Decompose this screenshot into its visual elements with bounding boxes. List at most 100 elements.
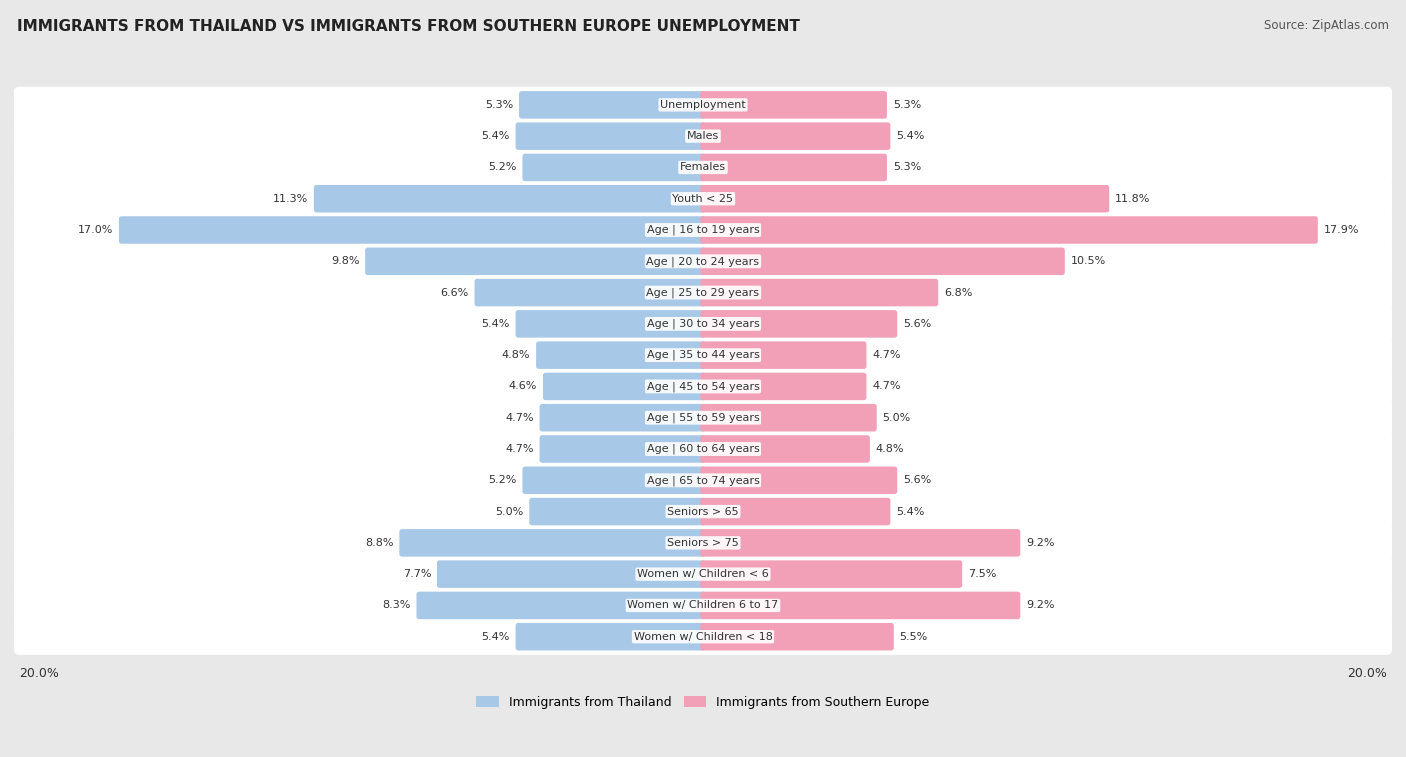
FancyBboxPatch shape (14, 243, 1392, 279)
FancyBboxPatch shape (14, 181, 1392, 217)
FancyBboxPatch shape (14, 369, 1392, 404)
Legend: Immigrants from Thailand, Immigrants from Southern Europe: Immigrants from Thailand, Immigrants fro… (471, 690, 935, 714)
Text: Females: Females (681, 163, 725, 173)
Text: 20.0%: 20.0% (1347, 668, 1386, 681)
FancyBboxPatch shape (536, 341, 706, 369)
FancyBboxPatch shape (700, 404, 877, 431)
Text: 5.4%: 5.4% (896, 506, 925, 516)
FancyBboxPatch shape (700, 123, 890, 150)
FancyBboxPatch shape (700, 185, 1109, 213)
Text: Age | 60 to 64 years: Age | 60 to 64 years (647, 444, 759, 454)
Text: 4.7%: 4.7% (872, 350, 901, 360)
Text: 8.3%: 8.3% (382, 600, 411, 610)
Text: 9.2%: 9.2% (1026, 538, 1054, 548)
Text: Age | 65 to 74 years: Age | 65 to 74 years (647, 475, 759, 485)
FancyBboxPatch shape (120, 217, 706, 244)
Text: 5.3%: 5.3% (485, 100, 513, 110)
FancyBboxPatch shape (700, 560, 962, 588)
Text: 7.5%: 7.5% (967, 569, 997, 579)
FancyBboxPatch shape (14, 618, 1392, 655)
FancyBboxPatch shape (416, 592, 706, 619)
Text: Males: Males (688, 131, 718, 141)
Text: Seniors > 65: Seniors > 65 (668, 506, 738, 516)
FancyBboxPatch shape (700, 341, 866, 369)
Text: 11.3%: 11.3% (273, 194, 308, 204)
Text: 5.3%: 5.3% (893, 163, 921, 173)
FancyBboxPatch shape (14, 525, 1392, 561)
Text: 6.6%: 6.6% (440, 288, 468, 298)
Text: 9.8%: 9.8% (330, 257, 360, 266)
FancyBboxPatch shape (700, 217, 1317, 244)
Text: 4.6%: 4.6% (509, 382, 537, 391)
FancyBboxPatch shape (700, 435, 870, 463)
FancyBboxPatch shape (700, 529, 1021, 556)
Text: Women w/ Children 6 to 17: Women w/ Children 6 to 17 (627, 600, 779, 610)
FancyBboxPatch shape (700, 91, 887, 119)
Text: 5.6%: 5.6% (903, 319, 931, 329)
Text: Women w/ Children < 6: Women w/ Children < 6 (637, 569, 769, 579)
Text: 5.2%: 5.2% (488, 163, 516, 173)
Text: Age | 45 to 54 years: Age | 45 to 54 years (647, 382, 759, 391)
FancyBboxPatch shape (700, 279, 938, 307)
FancyBboxPatch shape (14, 400, 1392, 436)
Text: Age | 25 to 29 years: Age | 25 to 29 years (647, 288, 759, 298)
FancyBboxPatch shape (540, 404, 706, 431)
FancyBboxPatch shape (700, 498, 890, 525)
Text: Youth < 25: Youth < 25 (672, 194, 734, 204)
Text: 4.7%: 4.7% (505, 413, 534, 422)
FancyBboxPatch shape (529, 498, 706, 525)
Text: 20.0%: 20.0% (20, 668, 59, 681)
Text: 10.5%: 10.5% (1070, 257, 1107, 266)
Text: Unemployment: Unemployment (661, 100, 745, 110)
Text: Age | 20 to 24 years: Age | 20 to 24 years (647, 256, 759, 266)
Text: 5.5%: 5.5% (900, 631, 928, 642)
FancyBboxPatch shape (700, 592, 1021, 619)
FancyBboxPatch shape (14, 87, 1392, 123)
FancyBboxPatch shape (700, 623, 894, 650)
Text: Source: ZipAtlas.com: Source: ZipAtlas.com (1264, 19, 1389, 32)
FancyBboxPatch shape (399, 529, 706, 556)
FancyBboxPatch shape (540, 435, 706, 463)
Text: 4.7%: 4.7% (505, 444, 534, 454)
FancyBboxPatch shape (14, 587, 1392, 624)
FancyBboxPatch shape (516, 123, 706, 150)
Text: 5.2%: 5.2% (488, 475, 516, 485)
Text: Age | 30 to 34 years: Age | 30 to 34 years (647, 319, 759, 329)
Text: Women w/ Children < 18: Women w/ Children < 18 (634, 631, 772, 642)
FancyBboxPatch shape (543, 372, 706, 400)
FancyBboxPatch shape (700, 372, 866, 400)
FancyBboxPatch shape (14, 556, 1392, 592)
Text: 4.8%: 4.8% (876, 444, 904, 454)
FancyBboxPatch shape (14, 275, 1392, 310)
FancyBboxPatch shape (475, 279, 706, 307)
Text: 8.8%: 8.8% (366, 538, 394, 548)
Text: 5.4%: 5.4% (896, 131, 925, 141)
Text: 5.3%: 5.3% (893, 100, 921, 110)
Text: 17.0%: 17.0% (77, 225, 112, 235)
Text: 9.2%: 9.2% (1026, 600, 1054, 610)
FancyBboxPatch shape (14, 212, 1392, 248)
FancyBboxPatch shape (366, 248, 706, 275)
FancyBboxPatch shape (14, 494, 1392, 530)
FancyBboxPatch shape (14, 462, 1392, 498)
Text: 5.4%: 5.4% (481, 631, 510, 642)
Text: 5.4%: 5.4% (481, 131, 510, 141)
Text: 4.8%: 4.8% (502, 350, 530, 360)
Text: Age | 35 to 44 years: Age | 35 to 44 years (647, 350, 759, 360)
FancyBboxPatch shape (519, 91, 706, 119)
FancyBboxPatch shape (437, 560, 706, 588)
FancyBboxPatch shape (700, 154, 887, 181)
FancyBboxPatch shape (700, 310, 897, 338)
Text: 5.0%: 5.0% (883, 413, 911, 422)
FancyBboxPatch shape (516, 623, 706, 650)
Text: 11.8%: 11.8% (1115, 194, 1150, 204)
FancyBboxPatch shape (516, 310, 706, 338)
Text: Age | 55 to 59 years: Age | 55 to 59 years (647, 413, 759, 423)
FancyBboxPatch shape (14, 306, 1392, 342)
Text: 5.6%: 5.6% (903, 475, 931, 485)
Text: 7.7%: 7.7% (402, 569, 432, 579)
FancyBboxPatch shape (523, 466, 706, 494)
FancyBboxPatch shape (700, 466, 897, 494)
FancyBboxPatch shape (14, 337, 1392, 373)
Text: IMMIGRANTS FROM THAILAND VS IMMIGRANTS FROM SOUTHERN EUROPE UNEMPLOYMENT: IMMIGRANTS FROM THAILAND VS IMMIGRANTS F… (17, 19, 800, 34)
